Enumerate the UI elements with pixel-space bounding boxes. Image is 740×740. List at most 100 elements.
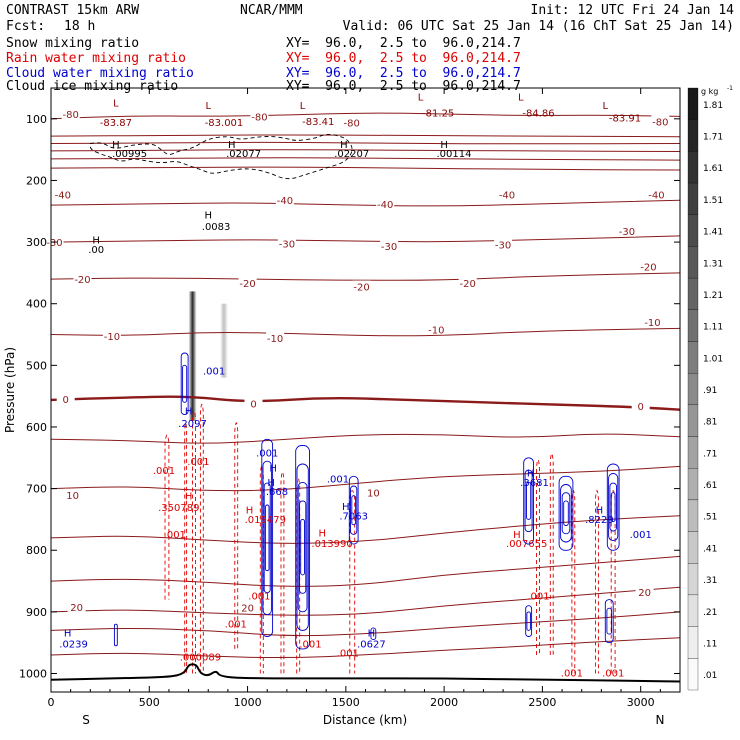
model-title: CONTRAST 15km ARW (6, 3, 140, 18)
temperature-contour-1 (51, 134, 680, 138)
y-tick-label: 600 (26, 421, 47, 434)
colorbar-swatch (687, 341, 699, 374)
extremum-label: L (603, 101, 609, 112)
colorbar-level-label: .31 (703, 576, 717, 586)
extremum-label: L (206, 101, 212, 112)
extremum-label: H (527, 468, 535, 479)
cloud-water-contour-7-0 (525, 605, 533, 637)
x-tick-label: 0 (48, 696, 55, 709)
temperature-label-bg-7 (498, 188, 516, 200)
extremum-label: -84.86 (522, 108, 554, 119)
x-axis-label: Distance (km) (323, 713, 407, 727)
temperature-label: -80 (251, 112, 267, 123)
snow-column-1 (220, 303, 228, 378)
temperature-contour-13 (51, 515, 680, 544)
temperature-label: -20 (74, 275, 90, 286)
colorbar-level-label: .81 (703, 418, 717, 428)
temperature-label-bg-0 (61, 107, 80, 119)
extremum-label: .001 (153, 466, 175, 477)
cloud-water-contour-2-3 (299, 500, 307, 594)
cloud-water-contour-2-4 (300, 518, 305, 576)
extremum-label: L (300, 101, 306, 112)
extremum-label: .007655 (506, 539, 547, 550)
cloud-water-contour-2-2 (297, 481, 308, 613)
extremum-label: H (269, 463, 277, 474)
extremum-label: .001 (203, 367, 225, 378)
temperature-label: -10 (428, 326, 444, 337)
colorbar-level-label: .41 (703, 544, 717, 554)
cloud-water-contour-5-3 (563, 500, 569, 527)
temperature-contour-17 (51, 637, 680, 659)
extremum-label: .8229 (585, 515, 614, 526)
y-tick-label: 900 (26, 606, 47, 619)
temperature-label: -20 (239, 279, 255, 290)
temperature-label-bg-11 (380, 239, 399, 251)
colorbar-level-label: .01 (703, 671, 717, 681)
extremum-label: -83.001 (205, 118, 244, 129)
colorbar-swatch (687, 373, 699, 406)
temperature-contour-8 (51, 272, 680, 281)
extremum-label: .02077 (226, 149, 261, 160)
cloud-water-contour-1-0 (261, 438, 274, 637)
temperature-label: 0 (250, 400, 256, 411)
temperature-label-bg-3 (651, 115, 670, 127)
legend-rain-field: Rain water mixing ratio (6, 51, 187, 66)
temperature-contour-10 (51, 395, 680, 411)
temperature-label: -40 (499, 191, 515, 202)
extremum-label: L (518, 92, 524, 103)
colorbar-swatch (687, 151, 699, 184)
colorbar-swatch (687, 87, 699, 120)
temperature-label: -30 (619, 227, 635, 238)
colorbar-level-label: 1.01 (703, 354, 723, 364)
init-time: Init: 12 UTC Fri 24 Jan 14 (530, 3, 735, 18)
legend-cloud-xy: XY= 96.0, 2.5 to 96.0,214.7 (286, 66, 521, 81)
extremum-label: .001 (630, 530, 652, 541)
cloud-water-contour-3-2 (351, 495, 357, 526)
colorbar: 1.81 1.71 1.61 1.51 1.41 1.31 1.21 1.11 1.01 .91.… (687, 85, 733, 691)
cloud-water-contour-8-1 (606, 607, 613, 635)
rain-shaft-2 (192, 410, 196, 674)
colorbar-swatch (687, 499, 699, 532)
temperature-label: -80 (63, 110, 79, 121)
rain-shaft-9 (536, 459, 540, 655)
extremum-label: L (113, 99, 119, 110)
rain-shaft-5 (259, 465, 264, 674)
valid-time: Valid: 06 UTC Sat 25 Jan 14 (16 ChT Sat … (342, 19, 734, 34)
temperature-label-bg-15 (238, 276, 257, 288)
extremum-label: H (340, 140, 348, 151)
temperature-label: -80 (652, 117, 668, 128)
colorbar-swatch (687, 468, 699, 501)
cloud-water-contour-7-1 (526, 611, 531, 631)
colorbar-level-label: .71 (703, 449, 717, 459)
temperature-label-bg-12 (494, 238, 513, 250)
cloud-water-contour-5-1 (560, 484, 572, 543)
temperature-label: 10 (367, 488, 380, 499)
cloud-water-contour-4-2 (526, 481, 532, 520)
extremum-label: H (513, 530, 521, 541)
cloud-water-contour-1-3 (264, 504, 270, 572)
legend-ice-xy: XY= 96.0, 2.5 to 96.0,214.7 (286, 79, 521, 94)
y-axis-label: Pressure (hPa) (3, 347, 17, 433)
colorbar-swatch (687, 309, 699, 342)
extremum-label: .3681 (520, 478, 549, 489)
temperature-label: -20 (640, 263, 656, 274)
temperature-label-bg-13 (617, 225, 636, 236)
extremum-label: -83.87 (100, 118, 132, 129)
extremum-label: H (368, 629, 376, 640)
legend-snow-field: Snow mixing ratio (6, 36, 140, 51)
x-tick-label: 3000 (627, 696, 655, 709)
temperature-label: 0 (63, 395, 69, 406)
rain-shaft-12 (595, 490, 599, 674)
temperature-label-bg-1 (250, 110, 269, 122)
temperature-labels: -80 -80 -80 -80 -40 -40 -40 -40 -40 -30 -30 -30 -30 -… (45, 107, 670, 615)
temperature-label-bg-16 (352, 280, 371, 292)
extremum-label: .001 (164, 530, 186, 541)
legend-cloud-field: Cloud water mixing ratio (6, 66, 194, 81)
legend-rain-xy: XY= 96.0, 2.5 to 96.0,214.7 (286, 51, 521, 66)
cloud-water-contour-6-3 (610, 492, 616, 522)
rain-shaft-0 (164, 434, 170, 600)
temperature-contour-5 (51, 166, 680, 171)
temperature-label-bg-25 (631, 400, 650, 411)
cloud-water-contour-5-2 (561, 492, 571, 535)
temperature-label-bg-21 (427, 323, 446, 335)
